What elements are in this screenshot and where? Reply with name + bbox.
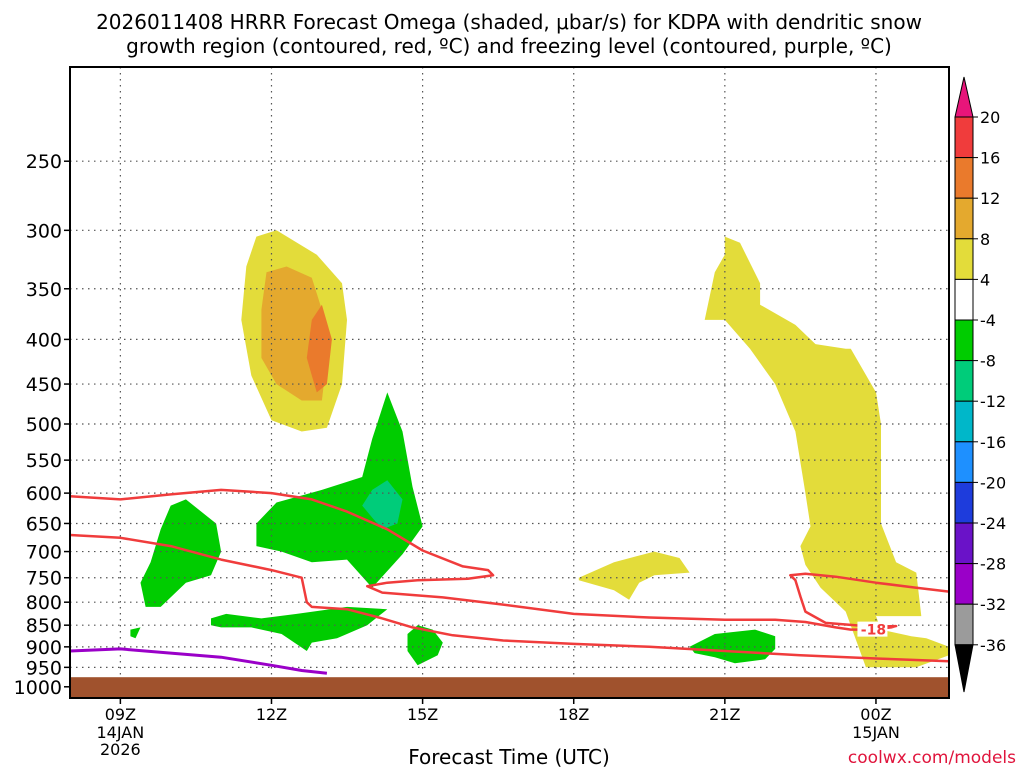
omega-region-7 <box>407 625 443 666</box>
y-tick-label-350: 350 <box>26 279 62 301</box>
y-tick-label-650: 650 <box>26 513 62 535</box>
omega-shading-layer <box>130 230 949 668</box>
y-tick-label-700: 700 <box>26 542 62 564</box>
ground-shading <box>71 677 949 698</box>
colorbar-band-8 <box>954 441 974 483</box>
plot-area: -18 <box>69 66 950 699</box>
colorbar-label-8: 8 <box>980 230 990 249</box>
y-tick-label-800: 800 <box>26 592 62 614</box>
colorbar-band-2 <box>954 197 974 240</box>
x-tick-label-12Z: 12Z <box>256 705 287 724</box>
colorbar-band-11 <box>954 563 974 605</box>
colorbar-band-10 <box>954 522 974 565</box>
colorbar-band-6 <box>954 360 974 402</box>
dgz-contour-0 <box>69 488 950 631</box>
colorbar-label--28: -28 <box>980 555 1006 574</box>
colorbar-label-12: 12 <box>980 189 1000 208</box>
colorbar-label--32: -32 <box>980 595 1006 614</box>
colorbar-label--8: -8 <box>980 352 996 371</box>
colorbar-band-9 <box>954 481 974 524</box>
y-tick-label-300: 300 <box>26 220 62 242</box>
colorbar-band-1 <box>954 157 974 199</box>
contour-label-bg <box>857 621 888 637</box>
colorbar-label--20: -20 <box>980 473 1006 492</box>
colorbar-label--4: -4 <box>980 311 996 330</box>
omega-region-10 <box>578 551 690 600</box>
colorbar-label-20: 20 <box>980 108 1000 127</box>
colorbar-label--16: -16 <box>980 433 1006 452</box>
y-tick-label-950: 950 <box>26 657 62 679</box>
x-tick-label-21Z: 21Z <box>709 705 740 724</box>
y-tick-label-1000: 1000 <box>14 677 62 699</box>
plot-frame <box>69 66 950 699</box>
colorbar-label--12: -12 <box>980 392 1006 411</box>
colorbar-label-4: 4 <box>980 270 990 289</box>
colorbar-label-16: 16 <box>980 149 1000 168</box>
colorbar: 20 16 12 8 4 -4 -8 -12 -16 -20 -24 -28 -32 -36 <box>954 76 1006 693</box>
omega-region-3 <box>140 499 222 607</box>
x-axis-label: Forecast Time (UTC) <box>408 745 610 768</box>
omega-region-5 <box>362 480 403 530</box>
colorbar-label--24: -24 <box>980 514 1006 533</box>
credit-text: coolwx.com/models <box>848 748 1016 768</box>
freezing-level-contour <box>69 647 328 675</box>
chart-title-line1: 2026011408 HRRR Forecast Omega (shaded, … <box>96 10 922 34</box>
contour-label: -18 <box>861 623 886 639</box>
x-tick-label-18Z: 18Z <box>558 705 589 724</box>
colorbar-bottom-arrow <box>954 644 974 693</box>
y-tick-label-600: 600 <box>26 483 62 505</box>
dgz-contour-1 <box>69 533 950 663</box>
x-tick-date: 14JAN <box>97 723 145 742</box>
y-tick-label-900: 900 <box>26 637 62 659</box>
y-axis: 2503003504004505005506006507007508008509… <box>14 151 70 699</box>
omega-region-4 <box>256 392 423 588</box>
x-tick-date: 15JAN <box>852 723 900 742</box>
omega-region-2 <box>306 304 332 393</box>
colorbar-band-4 <box>954 278 974 321</box>
y-tick-label-750: 750 <box>26 568 62 590</box>
colorbar-band-7 <box>954 400 974 443</box>
omega-region-9 <box>689 629 776 664</box>
omega-region-6 <box>211 606 388 651</box>
colorbar-band-0 <box>954 116 974 159</box>
colorbar-band-3 <box>954 238 974 280</box>
contour-layer: -18 <box>69 488 950 675</box>
y-tick-label-550: 550 <box>26 450 62 472</box>
colorbar-band-12 <box>954 603 974 646</box>
x-tick-label-00Z: 00Z <box>860 705 891 724</box>
y-tick-label-250: 250 <box>26 151 62 173</box>
x-tick-label-09Z: 09Z <box>105 705 136 724</box>
colorbar-top-arrow <box>954 76 974 118</box>
omega-region-11 <box>704 236 949 668</box>
y-tick-label-500: 500 <box>26 414 62 436</box>
y-tick-label-400: 400 <box>26 329 62 351</box>
colorbar-label--36: -36 <box>980 636 1006 655</box>
omega-region-8 <box>130 627 141 639</box>
x-tick-year: 2026 <box>100 740 141 759</box>
colorbar-band-5 <box>954 319 974 362</box>
y-tick-label-850: 850 <box>26 615 62 637</box>
chart-title-line2: growth region (contoured, red, ºC) and f… <box>126 34 892 58</box>
y-tick-label-450: 450 <box>26 374 62 396</box>
x-tick-label-15Z: 15Z <box>407 705 438 724</box>
